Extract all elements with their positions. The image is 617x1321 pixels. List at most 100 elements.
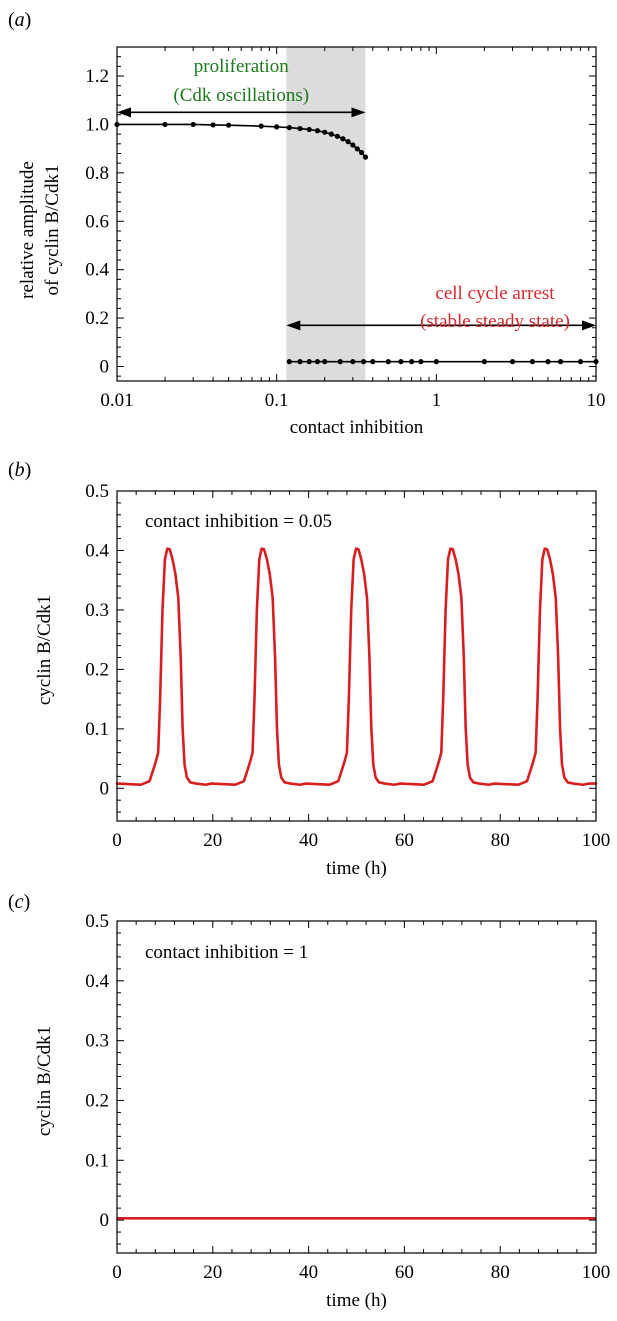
data-point <box>433 359 439 365</box>
y-tick-label: 0 <box>100 356 110 377</box>
plot-frame <box>116 490 597 822</box>
data-point <box>286 124 292 131</box>
annotation-proliferation: proliferation <box>194 56 289 77</box>
y-tick-label: 0.4 <box>85 260 109 281</box>
plot-frame <box>116 920 597 1254</box>
y-tick-label: 0.2 <box>85 308 109 329</box>
data-point <box>258 123 264 129</box>
data-point <box>398 359 404 365</box>
y-axis-label: cyclin B/Cdk1 <box>34 595 55 705</box>
data-point <box>190 121 196 128</box>
data-point <box>385 359 391 365</box>
y-axis-label-line-1: relative amplitude <box>17 161 38 299</box>
plot-marks <box>115 547 598 787</box>
panel-c-label: (c) <box>8 891 30 913</box>
x-tick-label: 20 <box>203 830 222 851</box>
data-point <box>314 359 321 365</box>
data-point <box>358 149 365 156</box>
annotation-contact-inhibition: contact inhibition = 1 <box>145 942 308 963</box>
data-point <box>350 359 356 365</box>
y-axis-label: cyclin B/Cdk1 <box>34 1026 55 1136</box>
data-point <box>334 133 340 139</box>
y-tick-label: 0.2 <box>85 659 109 680</box>
panel-b: (b) 0 20 40 60 80 100 0 0.1 0.2 0.3 0.4 0.5 cyclin … <box>8 459 610 879</box>
data-point <box>162 121 168 128</box>
y-tick-label: 0.8 <box>85 163 109 184</box>
data-point <box>297 125 303 132</box>
axis-ticks: 0 20 40 60 80 100 0 0.1 0.2 0.3 0.4 0.5 <box>85 481 610 851</box>
axis-ticks: 0 20 40 60 80 100 0 0.1 0.2 0.3 0.4 0.5 <box>85 911 610 1283</box>
x-tick-label: 1 <box>432 390 442 411</box>
x-tick-label: 0 <box>112 1262 122 1283</box>
x-tick-label: 0.1 <box>265 390 289 411</box>
data-point <box>340 136 346 142</box>
data-point <box>226 122 232 128</box>
arrow-arrest-head-right <box>582 320 596 331</box>
panel-c: (c) 0 20 40 60 80 100 0 0.1 0.2 0.3 0.4 0.5 cyclin … <box>8 891 610 1311</box>
y-tick-label: 0.5 <box>85 481 109 502</box>
data-point <box>274 124 280 130</box>
x-tick-label: 0 <box>112 830 122 851</box>
data-point <box>577 359 584 365</box>
data-point <box>360 359 367 365</box>
y-tick-label: 0.6 <box>85 211 109 232</box>
data-point <box>481 359 487 365</box>
data-point <box>297 359 303 365</box>
series-line <box>115 547 598 787</box>
x-tick-label: 80 <box>491 830 510 851</box>
x-tick-label: 10 <box>587 390 606 411</box>
data-point <box>545 359 551 365</box>
data-point <box>328 131 334 137</box>
y-tick-label: 1.2 <box>85 66 109 87</box>
x-tick-label: 20 <box>203 1262 222 1283</box>
x-tick-label: 40 <box>299 830 318 851</box>
x-tick-label: 100 <box>582 1262 611 1283</box>
arrow-arrest-head-left <box>286 320 301 331</box>
y-tick-label: 1.0 <box>85 114 109 135</box>
y-tick-label: 0.2 <box>85 1090 109 1111</box>
data-point <box>345 139 351 145</box>
axis-ticks: 0.01 0.1 1 10 0 0.2 0.4 0.6 0.8 1.0 1.2 <box>85 46 606 411</box>
data-point <box>354 146 360 152</box>
panel-b-label: (b) <box>8 459 31 481</box>
x-axis-label: contact inhibition <box>290 417 424 438</box>
plot-marks <box>114 107 599 365</box>
arrow-proliferation-head-right <box>351 107 366 118</box>
annotation-cell-cycle-arrest: cell cycle arrest <box>435 283 555 304</box>
y-tick-label: 0.1 <box>85 719 109 740</box>
x-tick-label: 100 <box>582 830 611 851</box>
data-point <box>350 142 356 148</box>
x-tick-label: 80 <box>491 1262 510 1283</box>
data-point <box>409 359 415 365</box>
data-point <box>418 359 424 365</box>
x-axis-label: time (h) <box>326 1290 387 1311</box>
data-point <box>306 126 312 133</box>
annotation-cdk-oscillations: (Cdk oscillations) <box>173 85 309 106</box>
data-point <box>322 359 328 365</box>
y-tick-label: 0.3 <box>85 1031 109 1052</box>
y-axis-label-line-2: of cyclin B/Cdk1 <box>42 165 63 296</box>
y-tick-label: 0 <box>100 778 110 799</box>
data-point <box>210 122 216 128</box>
annotation-stable-steady-state: (stable steady state) <box>420 311 570 332</box>
y-tick-label: 0.3 <box>85 600 109 621</box>
x-axis-label: time (h) <box>326 858 387 879</box>
data-point <box>314 128 321 134</box>
annotation-contact-inhibition: contact inhibition = 0.05 <box>145 511 332 532</box>
x-tick-label: 60 <box>395 1262 414 1283</box>
x-tick-label: 0.01 <box>100 390 133 411</box>
y-tick-label: 0.4 <box>85 971 109 992</box>
data-point <box>529 359 536 365</box>
plot-frame <box>116 46 597 382</box>
panel-a-label: (a) <box>8 9 31 31</box>
x-tick-label: 40 <box>299 1262 318 1283</box>
y-tick-label: 0.4 <box>85 540 109 561</box>
arrow-proliferation-head-left <box>117 107 131 118</box>
data-point <box>362 154 369 160</box>
data-point <box>286 359 292 365</box>
y-tick-label: 0.1 <box>85 1150 109 1171</box>
data-point <box>557 359 564 365</box>
data-point <box>306 359 312 365</box>
y-tick-label: 0 <box>100 1210 110 1231</box>
